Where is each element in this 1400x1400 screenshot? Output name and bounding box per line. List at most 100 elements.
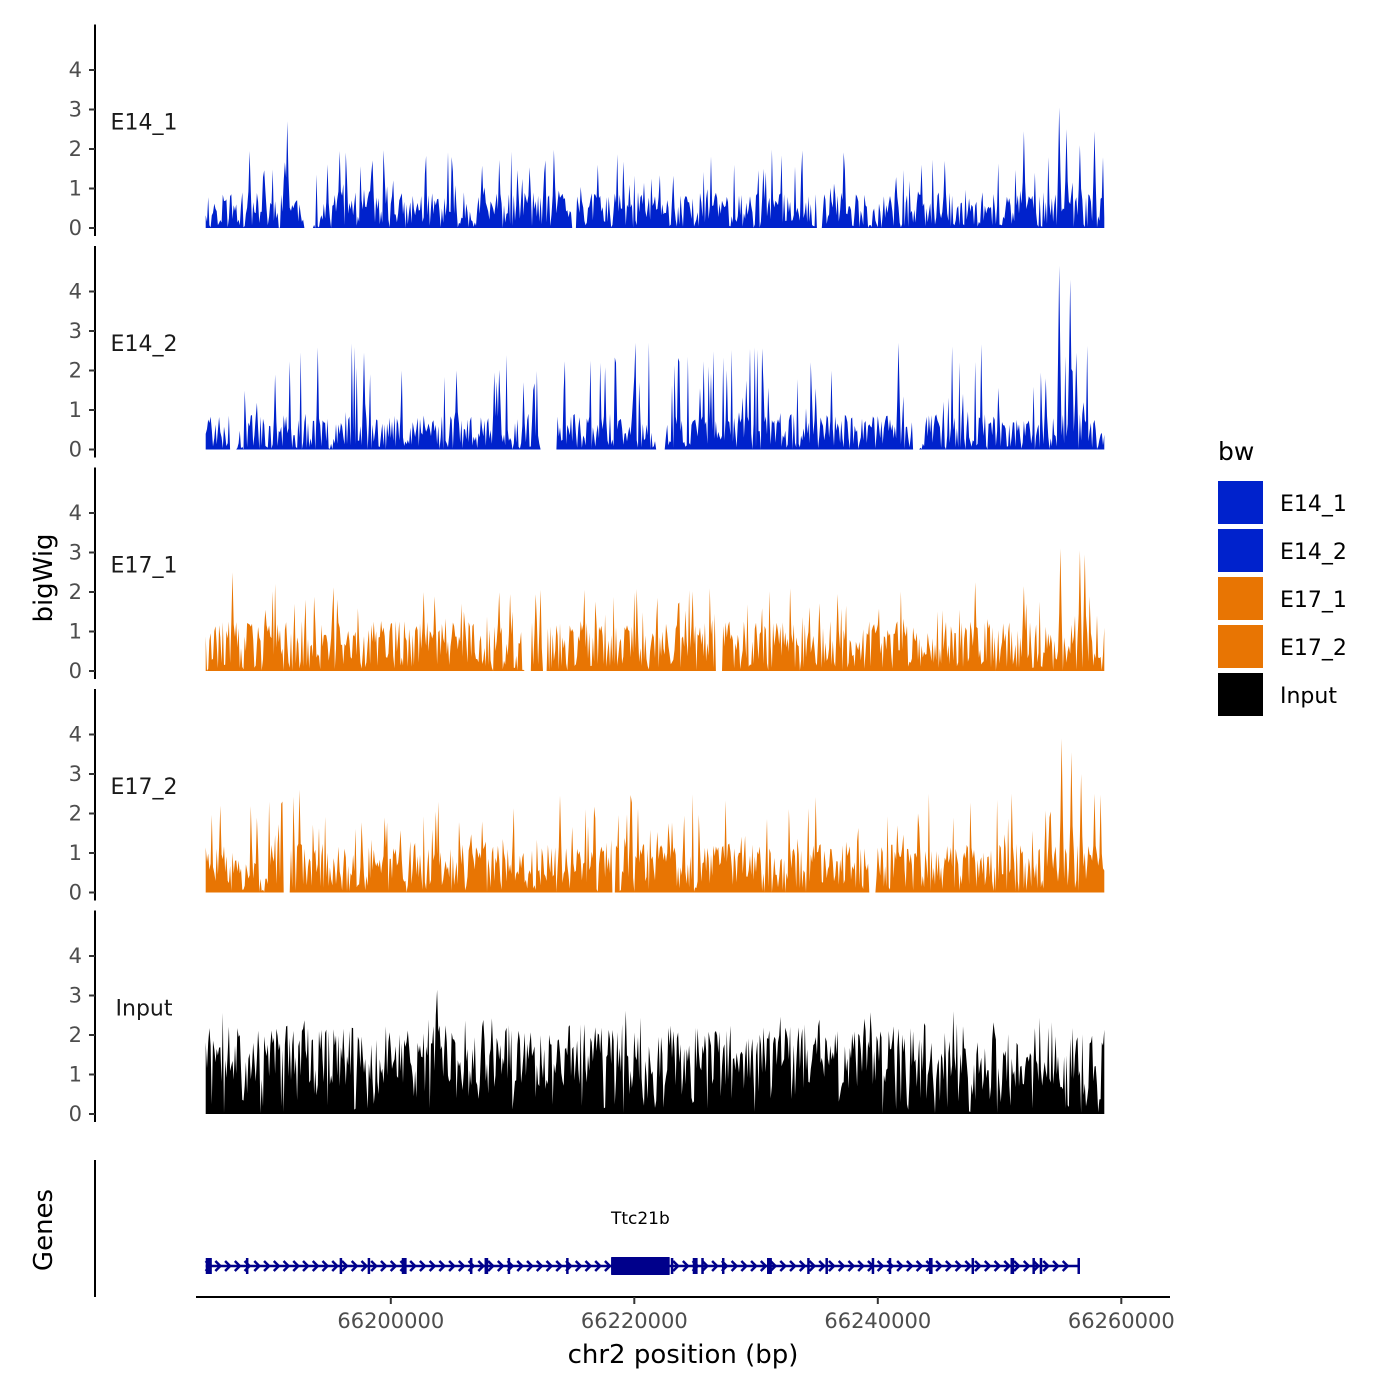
y-tick-label: 0 (69, 881, 82, 905)
x-tick-label: 66260000 (1068, 1309, 1175, 1333)
strand-arrow (584, 1260, 593, 1272)
exon (767, 1258, 772, 1274)
strand-arrow (380, 1260, 388, 1272)
strand-arrow (350, 1260, 359, 1272)
strand-arrow (419, 1260, 427, 1272)
strand-arrow (214, 1260, 223, 1272)
strand-arrow (711, 1260, 719, 1272)
strand-arrow (857, 1260, 865, 1272)
cds-block (611, 1257, 670, 1275)
legend-swatch (1218, 481, 1263, 524)
coverage-area (205, 989, 1105, 1114)
strand-arrow (477, 1260, 486, 1272)
y-tick-label: 4 (69, 944, 82, 968)
strand-arrow (594, 1260, 602, 1272)
exon (484, 1258, 489, 1274)
x-tick-label: 66240000 (824, 1309, 931, 1333)
y-tick-label: 4 (69, 723, 82, 747)
track-e14-2: 0 1 2 3 4 E14_2 (69, 246, 1105, 462)
strand-arrow (302, 1260, 310, 1272)
exon (367, 1258, 371, 1274)
strand-arrow (935, 1260, 943, 1272)
legend-swatch (1218, 529, 1263, 572)
exon (245, 1258, 249, 1274)
y-tick-label: 1 (69, 177, 82, 201)
y-tick-label: 1 (69, 1063, 82, 1087)
strand-arrow (808, 1260, 817, 1272)
strand-arrow (389, 1260, 398, 1272)
strand-arrow (681, 1260, 690, 1272)
strand-arrow (331, 1260, 339, 1272)
exon (566, 1258, 569, 1274)
strand-arrow (1003, 1260, 1012, 1272)
x-tick-label: 66200000 (337, 1309, 444, 1333)
strand-arrow (915, 1260, 924, 1272)
exon (469, 1258, 473, 1274)
strand-arrow (818, 1260, 826, 1272)
legend-label: Input (1280, 684, 1337, 709)
strand-arrow (1052, 1260, 1060, 1272)
strand-arrow (272, 1260, 281, 1272)
x-axis: 66200000 66220000 66240000 66260000 (196, 1296, 1175, 1333)
strand-arrow (360, 1260, 369, 1272)
legend: bw E14_1 E14_2 E17_1 E17_2 Input (1218, 437, 1347, 716)
strand-arrow (896, 1260, 904, 1272)
exon (670, 1258, 674, 1274)
strand-arrow (1042, 1260, 1051, 1272)
gene-panel: Ttc21b (94, 1160, 1080, 1297)
strand-arrow (282, 1260, 291, 1272)
strand-arrow (789, 1260, 797, 1272)
strand-arrow (828, 1260, 836, 1272)
strand-arrow (672, 1260, 680, 1272)
exon (692, 1258, 698, 1274)
legend-swatch (1218, 625, 1263, 668)
y-tick-label: 1 (69, 398, 82, 422)
exon (1010, 1258, 1015, 1274)
legend-label: E14_1 (1280, 492, 1347, 517)
strand-arrow (974, 1260, 982, 1272)
y-tick-label: 0 (69, 1102, 82, 1126)
gene-model: Ttc21b (204, 1209, 1080, 1275)
strand-arrow (847, 1260, 856, 1272)
exon (701, 1258, 704, 1274)
strand-arrow (555, 1260, 564, 1272)
strand-arrow (769, 1260, 778, 1272)
y-tick-label: 2 (69, 137, 82, 161)
strand-arrow (1061, 1260, 1070, 1272)
y-tick-label: 2 (69, 359, 82, 383)
track-label: E14_1 (111, 110, 178, 135)
coverage-area (205, 548, 1105, 671)
exon (1032, 1258, 1035, 1274)
y-tick-label: 3 (69, 984, 82, 1008)
strand-arrow (876, 1260, 885, 1272)
strand-arrow (954, 1260, 963, 1272)
track-e17-2: 0 1 2 3 4 E17_2 (69, 689, 1105, 905)
strand-arrow (448, 1260, 456, 1272)
track-label: E14_2 (111, 332, 178, 357)
legend-label: E17_2 (1280, 636, 1347, 661)
strand-arrow (370, 1260, 378, 1272)
y-tick-label: 4 (69, 501, 82, 525)
exon (339, 1258, 343, 1274)
strand-arrow (1032, 1260, 1041, 1272)
coverage-area (205, 265, 1105, 450)
strand-arrow (341, 1260, 349, 1272)
exon (928, 1258, 933, 1274)
y-tick-label: 3 (69, 762, 82, 786)
strand-arrow (516, 1260, 525, 1272)
y-tick-label: 1 (69, 620, 82, 644)
strand-arrow (409, 1260, 417, 1272)
strand-arrow (779, 1260, 788, 1272)
strand-arrow (526, 1260, 534, 1272)
strand-arrow (574, 1260, 583, 1272)
legend-label: E14_2 (1280, 540, 1347, 565)
strand-arrow (457, 1260, 466, 1272)
strand-arrow (730, 1260, 739, 1272)
signal-tracks: 0 1 2 3 4 E14_1 0 1 2 3 4 E14_2 0 1 2 3 4 E17_1 0 1 2 3 4 E17_2… (69, 24, 1105, 1126)
exon (871, 1258, 875, 1274)
y-tick-label: 3 (69, 319, 82, 343)
track-e14-1: 0 1 2 3 4 E14_1 (69, 24, 1105, 240)
strand-arrow (798, 1260, 807, 1272)
gene-name-label: Ttc21b (610, 1209, 670, 1229)
